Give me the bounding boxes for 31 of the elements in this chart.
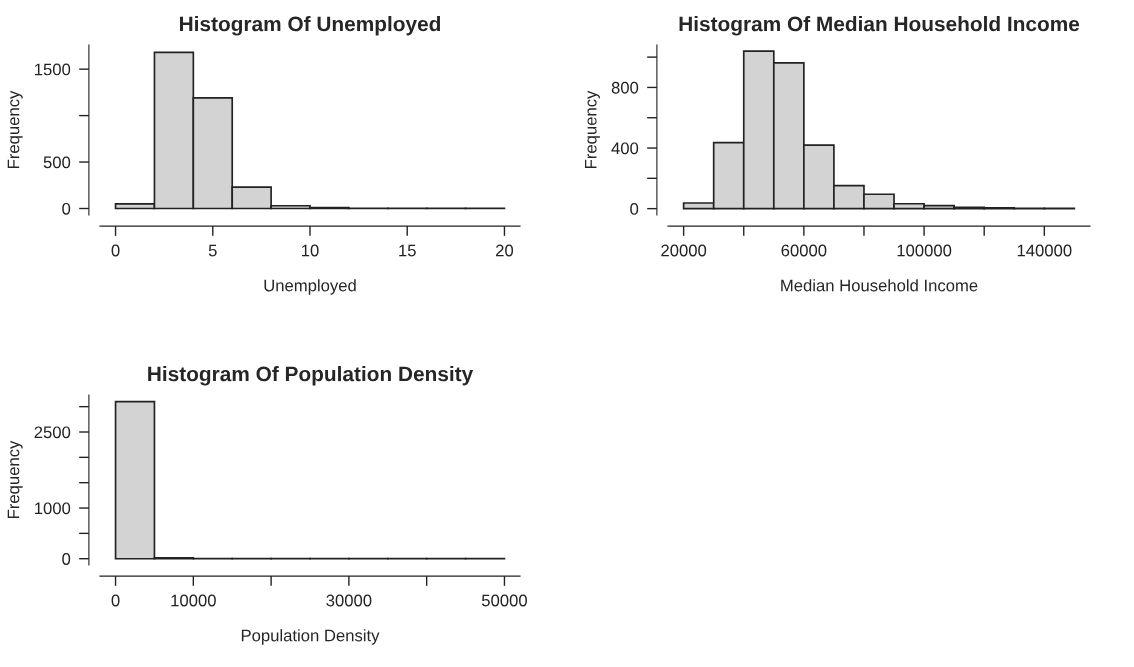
x-tick-label: 10: [302, 244, 319, 257]
x-axis-title: Population Density: [241, 629, 380, 645]
y-tick-label: 800: [611, 81, 639, 94]
y-axis-title: Frequency: [7, 90, 23, 168]
y-tick-label: 2500: [34, 426, 71, 439]
x-tick-label: 0: [111, 244, 120, 257]
x-tick-label: 140000: [1017, 244, 1072, 257]
chart-title: Histogram Of Unemployed: [180, 16, 441, 36]
chart-title: Histogram Of Population Density: [148, 366, 474, 386]
y-axis-title: Frequency: [584, 90, 600, 168]
y-tick-label: 1000: [35, 502, 71, 515]
x-axis-title: Median Household Income: [781, 279, 978, 292]
x-tick-label: 60000: [781, 244, 827, 257]
x-tick-label: 15: [399, 244, 416, 257]
y-tick-label: 400: [611, 142, 639, 155]
y-axis-title: Frequency: [7, 440, 23, 518]
y-tick-label: 0: [62, 553, 71, 565]
x-tick-label: 20000: [661, 244, 707, 257]
x-tick-label: 100000: [897, 244, 952, 257]
x-tick-label: 0: [111, 594, 120, 607]
y-tick-label: 0: [62, 202, 71, 215]
y-tick-label: 1500: [35, 63, 71, 76]
x-tick-label: 30000: [326, 594, 372, 607]
x-axis-title: Unemployed: [264, 279, 356, 295]
x-tick-label: 50000: [481, 594, 527, 607]
x-tick-label: 5: [208, 244, 217, 257]
x-tick-label: 10000: [171, 594, 216, 607]
chart-title: Histogram Of Median Household Income: [679, 16, 1080, 36]
x-tick-label: 20: [496, 244, 514, 257]
y-tick-label: 500: [43, 156, 71, 169]
y-tick-label: 0: [630, 203, 639, 215]
